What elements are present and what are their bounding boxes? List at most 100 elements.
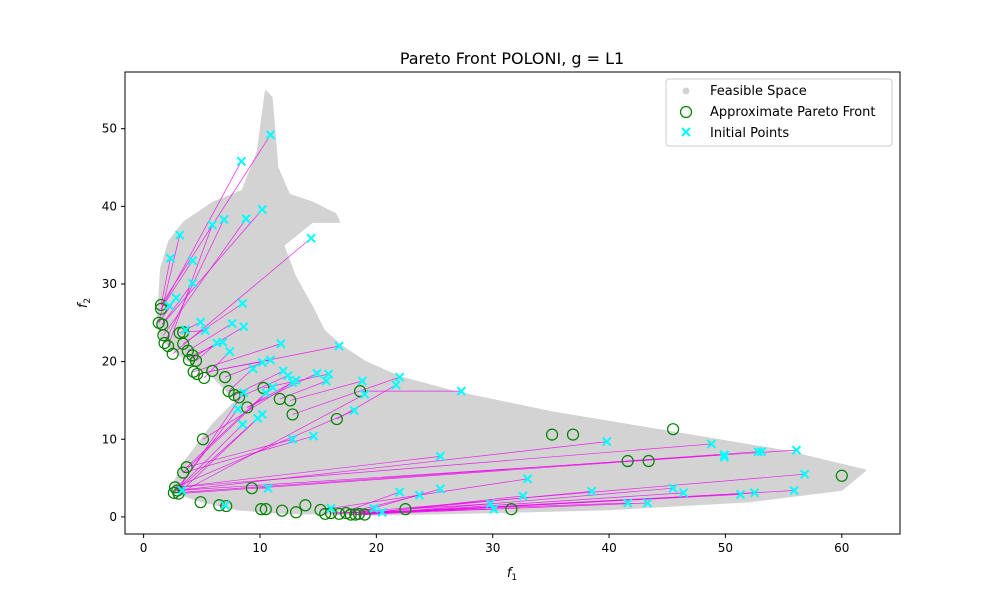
connector-line xyxy=(350,488,441,515)
initial-point xyxy=(414,490,425,500)
pareto-front-point xyxy=(330,412,343,426)
pareto-front-point xyxy=(177,337,190,350)
legend-front-label: Approximate Pareto Front xyxy=(710,105,876,120)
pareto-front-point xyxy=(196,433,210,446)
initial-point xyxy=(195,317,206,327)
initial-point xyxy=(219,214,229,225)
initial-point xyxy=(753,446,763,457)
x-tick-label: 0 xyxy=(140,541,148,555)
y-tick-label: 40 xyxy=(102,199,117,213)
y-tick-label: 0 xyxy=(109,510,117,524)
pareto-front-point xyxy=(241,401,254,414)
pareto-front-point xyxy=(339,506,353,520)
connector-line xyxy=(158,234,181,323)
connector-line xyxy=(173,408,239,494)
initial-point xyxy=(207,220,217,230)
connector-line xyxy=(338,491,400,515)
initial-point xyxy=(518,491,528,501)
connector-line xyxy=(161,282,193,325)
pareto-front-point xyxy=(545,428,559,441)
x-tick-label: 50 xyxy=(718,541,733,555)
initial-point xyxy=(349,405,359,416)
pareto-front-point xyxy=(566,428,580,441)
initial-point xyxy=(227,318,237,329)
initial-point xyxy=(238,321,249,332)
pareto-front-point xyxy=(154,298,168,312)
x-axis-label: f1 xyxy=(507,566,517,583)
initial-point xyxy=(174,230,185,240)
x-tick-label: 10 xyxy=(252,541,267,555)
pareto-front-point xyxy=(158,336,171,350)
connector-line xyxy=(178,393,365,494)
initial-point xyxy=(237,298,248,309)
x-tick-label: 20 xyxy=(369,541,384,555)
pareto-front-point xyxy=(835,469,848,482)
legend-initial-label: Initial Points xyxy=(710,126,789,141)
pareto-front-point xyxy=(220,499,233,513)
connector-line xyxy=(336,384,397,420)
initial-point xyxy=(377,507,387,517)
legend-feasible-marker xyxy=(682,87,690,95)
pareto-front-point xyxy=(191,367,204,381)
pareto-front-point xyxy=(232,391,246,404)
pareto-front-point xyxy=(399,503,412,516)
initial-point xyxy=(180,325,191,335)
connector-line xyxy=(336,473,805,515)
connector-line xyxy=(290,380,363,401)
initial-point xyxy=(257,204,268,215)
initial-point xyxy=(306,233,316,243)
pareto-front-point xyxy=(621,454,634,468)
pareto-front-point xyxy=(358,508,371,521)
connector-line xyxy=(174,456,441,488)
initial-point xyxy=(268,382,278,392)
connector-line xyxy=(355,502,648,515)
pareto-front-point xyxy=(286,408,299,421)
plot-frame xyxy=(124,71,901,535)
initial-point xyxy=(321,376,332,386)
connector-line xyxy=(183,435,314,473)
pareto-front-point xyxy=(180,461,193,474)
connector-line xyxy=(178,418,258,494)
connector-line xyxy=(358,490,592,515)
x-tick-label: 60 xyxy=(834,541,849,555)
pareto-front-point xyxy=(181,344,194,357)
initial-point xyxy=(369,503,379,514)
initial-point xyxy=(622,498,633,508)
initial-point xyxy=(435,484,446,494)
initial-point xyxy=(602,436,612,447)
legend-front-marker xyxy=(679,105,693,119)
initial-point xyxy=(283,370,293,381)
y-tick-label: 50 xyxy=(102,122,117,136)
connector-line xyxy=(163,218,247,336)
initial-point xyxy=(263,483,273,493)
initial-point xyxy=(735,489,746,500)
initial-point xyxy=(799,469,810,479)
connector-line xyxy=(160,260,193,310)
pareto-front-point xyxy=(206,364,219,378)
initial-point xyxy=(678,488,689,498)
pareto-front-point xyxy=(505,503,518,516)
initial-point xyxy=(252,413,263,424)
connector-line xyxy=(320,478,528,511)
pareto-front-point xyxy=(194,496,207,509)
pareto-front-point xyxy=(289,506,303,519)
connector-line xyxy=(358,508,375,515)
initial-point xyxy=(276,339,286,349)
connector-line xyxy=(292,376,400,415)
initial-point xyxy=(212,338,222,348)
initial-point xyxy=(265,130,276,140)
initial-point xyxy=(171,293,181,303)
y-tick-label: 30 xyxy=(102,277,117,291)
initial-point xyxy=(360,389,370,399)
initial-point xyxy=(238,387,249,398)
initial-point xyxy=(220,500,230,510)
initial-point xyxy=(334,341,344,351)
initial-point xyxy=(719,452,729,462)
initial-point xyxy=(485,499,496,509)
connector-line xyxy=(160,134,271,306)
legend-box xyxy=(665,78,893,147)
pareto-front-point xyxy=(259,503,272,516)
pareto-front-point xyxy=(255,503,268,516)
connector-line xyxy=(174,410,355,488)
pareto-front-point xyxy=(284,394,297,407)
